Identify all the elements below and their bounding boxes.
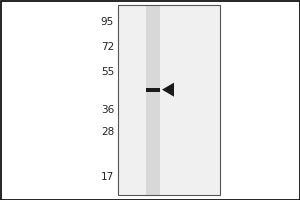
Text: 36: 36 xyxy=(101,105,114,115)
Text: 17: 17 xyxy=(101,172,114,182)
Bar xyxy=(118,5,220,195)
Bar xyxy=(146,88,160,92)
Text: 72: 72 xyxy=(101,42,114,52)
Text: 28: 28 xyxy=(101,127,114,137)
Bar xyxy=(146,5,160,195)
Text: 95: 95 xyxy=(101,17,114,27)
Bar xyxy=(118,5,220,195)
Text: 55: 55 xyxy=(101,67,114,77)
Polygon shape xyxy=(162,83,174,97)
